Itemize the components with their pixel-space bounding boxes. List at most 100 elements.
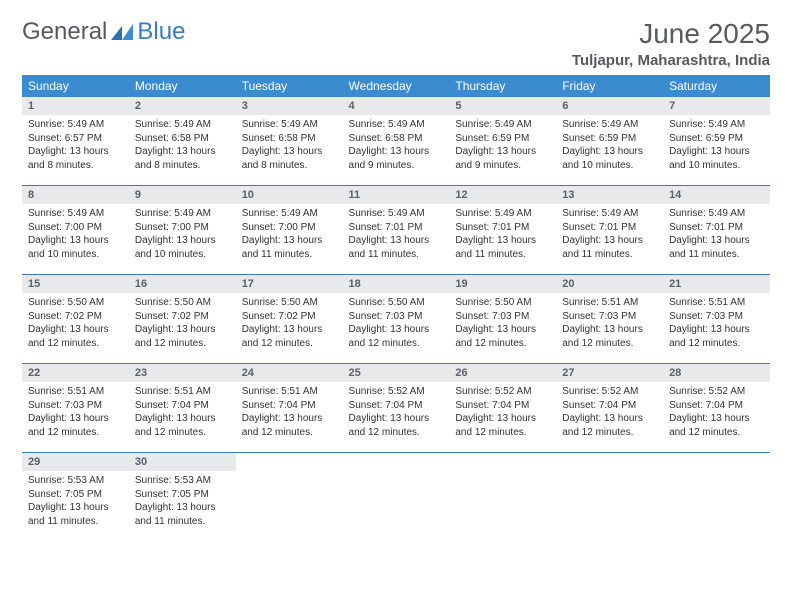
sunrise-line: Sunrise: 5:52 AM <box>455 385 550 399</box>
weekday-header: Saturday <box>663 75 770 97</box>
sunrise-line: Sunrise: 5:50 AM <box>28 296 123 310</box>
day-number: 6 <box>556 97 663 115</box>
day-number: 19 <box>449 275 556 293</box>
sunset-line: Sunset: 7:03 PM <box>349 310 444 324</box>
sunrise-line: Sunrise: 5:51 AM <box>242 385 337 399</box>
day-body: Sunrise: 5:50 AMSunset: 7:03 PMDaylight:… <box>449 293 556 363</box>
day-number: 23 <box>129 364 236 382</box>
sunrise-line: Sunrise: 5:51 AM <box>135 385 230 399</box>
brand-word2: Blue <box>137 18 185 46</box>
calendar-cell: 26Sunrise: 5:52 AMSunset: 7:04 PMDayligh… <box>449 364 556 453</box>
daylight-line: Daylight: 13 hours and 8 minutes. <box>242 145 337 172</box>
title-block: June 2025 Tuljapur, Maharashtra, India <box>572 18 770 69</box>
day-number: 8 <box>22 186 129 204</box>
sunrise-line: Sunrise: 5:51 AM <box>562 296 657 310</box>
day-body: Sunrise: 5:49 AMSunset: 6:58 PMDaylight:… <box>343 115 450 185</box>
daylight-line: Daylight: 13 hours and 12 minutes. <box>669 412 764 439</box>
sunset-line: Sunset: 6:58 PM <box>135 132 230 146</box>
location-label: Tuljapur, Maharashtra, India <box>572 52 770 69</box>
day-body: Sunrise: 5:50 AMSunset: 7:02 PMDaylight:… <box>236 293 343 363</box>
sunrise-line: Sunrise: 5:49 AM <box>562 207 657 221</box>
sunset-line: Sunset: 6:59 PM <box>455 132 550 146</box>
sunrise-line: Sunrise: 5:49 AM <box>669 207 764 221</box>
daylight-line: Daylight: 13 hours and 11 minutes. <box>28 501 123 528</box>
day-number: 7 <box>663 97 770 115</box>
daylight-line: Daylight: 13 hours and 12 minutes. <box>562 412 657 439</box>
sunset-line: Sunset: 6:58 PM <box>349 132 444 146</box>
sunset-line: Sunset: 7:05 PM <box>28 488 123 502</box>
day-body: Sunrise: 5:49 AMSunset: 7:01 PMDaylight:… <box>343 204 450 274</box>
sunset-line: Sunset: 7:03 PM <box>28 399 123 413</box>
day-body: Sunrise: 5:53 AMSunset: 7:05 PMDaylight:… <box>22 471 129 541</box>
sunrise-line: Sunrise: 5:49 AM <box>242 207 337 221</box>
brand-flag-icon <box>111 24 133 40</box>
daylight-line: Daylight: 13 hours and 12 minutes. <box>349 412 444 439</box>
calendar-cell: 4Sunrise: 5:49 AMSunset: 6:58 PMDaylight… <box>343 97 450 186</box>
sunrise-line: Sunrise: 5:52 AM <box>562 385 657 399</box>
daylight-line: Daylight: 13 hours and 12 minutes. <box>562 323 657 350</box>
day-body: Sunrise: 5:50 AMSunset: 7:02 PMDaylight:… <box>22 293 129 363</box>
day-body: Sunrise: 5:49 AMSunset: 7:00 PMDaylight:… <box>129 204 236 274</box>
day-body: Sunrise: 5:51 AMSunset: 7:04 PMDaylight:… <box>129 382 236 452</box>
weekday-header: Friday <box>556 75 663 97</box>
day-number: 18 <box>343 275 450 293</box>
calendar-cell: 12Sunrise: 5:49 AMSunset: 7:01 PMDayligh… <box>449 186 556 275</box>
day-number: 15 <box>22 275 129 293</box>
sunset-line: Sunset: 7:04 PM <box>669 399 764 413</box>
day-body: Sunrise: 5:49 AMSunset: 7:01 PMDaylight:… <box>663 204 770 274</box>
sunrise-line: Sunrise: 5:50 AM <box>455 296 550 310</box>
weekday-header: Tuesday <box>236 75 343 97</box>
day-number: 20 <box>556 275 663 293</box>
sunset-line: Sunset: 6:59 PM <box>669 132 764 146</box>
sunrise-line: Sunrise: 5:49 AM <box>242 118 337 132</box>
sunset-line: Sunset: 6:58 PM <box>242 132 337 146</box>
daylight-line: Daylight: 13 hours and 10 minutes. <box>562 145 657 172</box>
day-number: 2 <box>129 97 236 115</box>
calendar-cell: 10Sunrise: 5:49 AMSunset: 7:00 PMDayligh… <box>236 186 343 275</box>
day-body: Sunrise: 5:49 AMSunset: 7:00 PMDaylight:… <box>236 204 343 274</box>
sunset-line: Sunset: 7:02 PM <box>28 310 123 324</box>
sunset-line: Sunset: 7:01 PM <box>669 221 764 235</box>
sunset-line: Sunset: 7:03 PM <box>562 310 657 324</box>
sunset-line: Sunset: 7:05 PM <box>135 488 230 502</box>
day-number: 22 <box>22 364 129 382</box>
sunset-line: Sunset: 7:01 PM <box>455 221 550 235</box>
day-body: Sunrise: 5:50 AMSunset: 7:03 PMDaylight:… <box>343 293 450 363</box>
sunset-line: Sunset: 7:02 PM <box>135 310 230 324</box>
brand-logo: General Blue <box>22 18 185 46</box>
daylight-line: Daylight: 13 hours and 11 minutes. <box>669 234 764 261</box>
sunset-line: Sunset: 7:04 PM <box>135 399 230 413</box>
sunset-line: Sunset: 7:04 PM <box>562 399 657 413</box>
day-number: 12 <box>449 186 556 204</box>
calendar-cell: 21Sunrise: 5:51 AMSunset: 7:03 PMDayligh… <box>663 275 770 364</box>
sunrise-line: Sunrise: 5:49 AM <box>455 118 550 132</box>
sunset-line: Sunset: 7:03 PM <box>669 310 764 324</box>
calendar-cell: 8Sunrise: 5:49 AMSunset: 7:00 PMDaylight… <box>22 186 129 275</box>
calendar-cell: 14Sunrise: 5:49 AMSunset: 7:01 PMDayligh… <box>663 186 770 275</box>
daylight-line: Daylight: 13 hours and 12 minutes. <box>28 412 123 439</box>
sunset-line: Sunset: 7:04 PM <box>242 399 337 413</box>
calendar-cell: 11Sunrise: 5:49 AMSunset: 7:01 PMDayligh… <box>343 186 450 275</box>
sunset-line: Sunset: 6:57 PM <box>28 132 123 146</box>
calendar-cell <box>663 453 770 542</box>
daylight-line: Daylight: 13 hours and 8 minutes. <box>135 145 230 172</box>
sunrise-line: Sunrise: 5:49 AM <box>455 207 550 221</box>
sunset-line: Sunset: 7:02 PM <box>242 310 337 324</box>
calendar-cell: 27Sunrise: 5:52 AMSunset: 7:04 PMDayligh… <box>556 364 663 453</box>
day-body: Sunrise: 5:51 AMSunset: 7:03 PMDaylight:… <box>556 293 663 363</box>
day-body: Sunrise: 5:51 AMSunset: 7:04 PMDaylight:… <box>236 382 343 452</box>
sunset-line: Sunset: 7:00 PM <box>242 221 337 235</box>
sunrise-line: Sunrise: 5:49 AM <box>349 207 444 221</box>
month-title: June 2025 <box>572 18 770 50</box>
sunrise-line: Sunrise: 5:53 AM <box>135 474 230 488</box>
day-body: Sunrise: 5:49 AMSunset: 7:00 PMDaylight:… <box>22 204 129 274</box>
sunrise-line: Sunrise: 5:51 AM <box>669 296 764 310</box>
daylight-line: Daylight: 13 hours and 10 minutes. <box>669 145 764 172</box>
day-body: Sunrise: 5:49 AMSunset: 6:58 PMDaylight:… <box>236 115 343 185</box>
calendar-cell: 6Sunrise: 5:49 AMSunset: 6:59 PMDaylight… <box>556 97 663 186</box>
sunrise-line: Sunrise: 5:49 AM <box>135 118 230 132</box>
weekday-header: Monday <box>129 75 236 97</box>
calendar-cell: 16Sunrise: 5:50 AMSunset: 7:02 PMDayligh… <box>129 275 236 364</box>
sunrise-line: Sunrise: 5:49 AM <box>349 118 444 132</box>
sunrise-line: Sunrise: 5:50 AM <box>135 296 230 310</box>
